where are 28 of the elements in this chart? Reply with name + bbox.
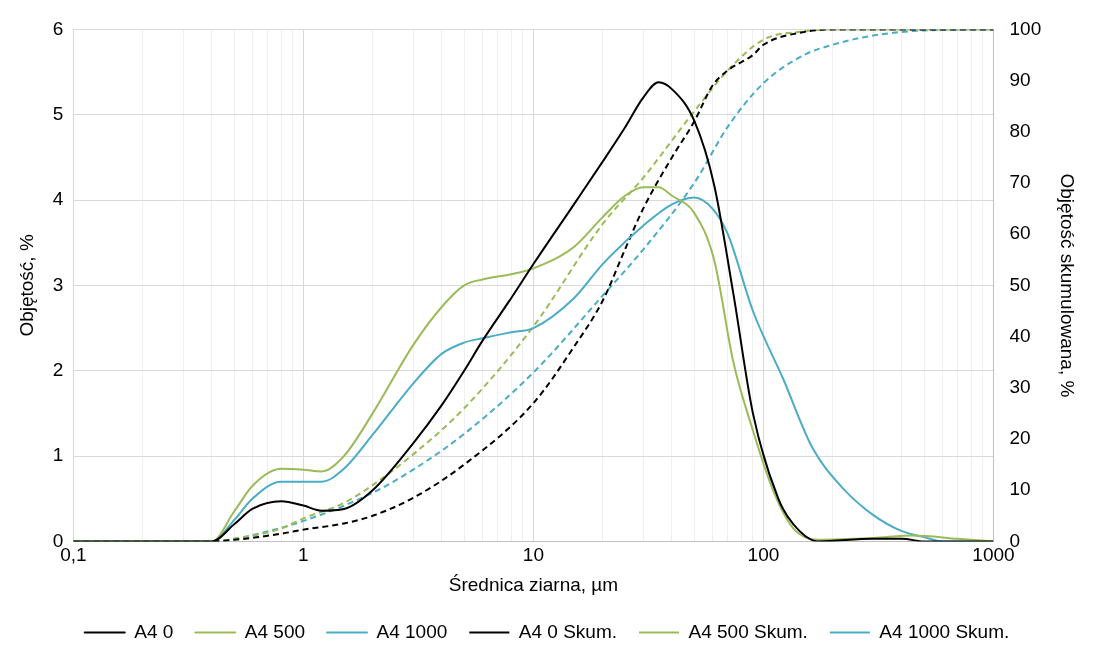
x-tick-label: 100	[747, 544, 780, 566]
y2-tick-label: 70	[1009, 171, 1031, 193]
y2-tick-label: 30	[1009, 376, 1031, 398]
x-tick-label: 10	[522, 544, 544, 566]
y2-tick-label: 80	[1009, 120, 1031, 142]
y2-tick-label: 40	[1009, 324, 1031, 346]
legend-label: A4 1000	[376, 620, 448, 642]
legend-label: A4 0	[134, 620, 174, 642]
y-tick-label: 2	[52, 358, 64, 380]
y-tick-label: 5	[52, 102, 64, 124]
y2-tick-label: 90	[1009, 68, 1031, 90]
legend-label: A4 500	[244, 620, 306, 642]
y-tick-label: 3	[52, 273, 64, 295]
y2-tick-label: 60	[1009, 222, 1031, 244]
y-tick-label: 4	[52, 188, 64, 210]
x-axis-title: Średnica ziarna, µm	[448, 573, 619, 595]
legend-label: A4 500 Skum.	[688, 620, 808, 642]
y-tick-label: 6	[52, 17, 64, 39]
y-axis-title: Objętość, %	[15, 234, 37, 337]
y2-tick-label: 50	[1009, 273, 1031, 295]
y2-axis-title: Objętość skumulowana, %	[1057, 173, 1079, 398]
legend-label: A4 1000 Skum.	[879, 620, 1010, 642]
y-tick-label: 1	[52, 444, 64, 466]
legend-label: A4 0 Skum.	[518, 620, 618, 642]
y2-tick-label: 20	[1009, 427, 1031, 449]
x-tick-label: 1	[298, 544, 309, 566]
y2-tick-label: 100	[1009, 17, 1042, 39]
y2-tick-label: 10	[1009, 478, 1031, 500]
